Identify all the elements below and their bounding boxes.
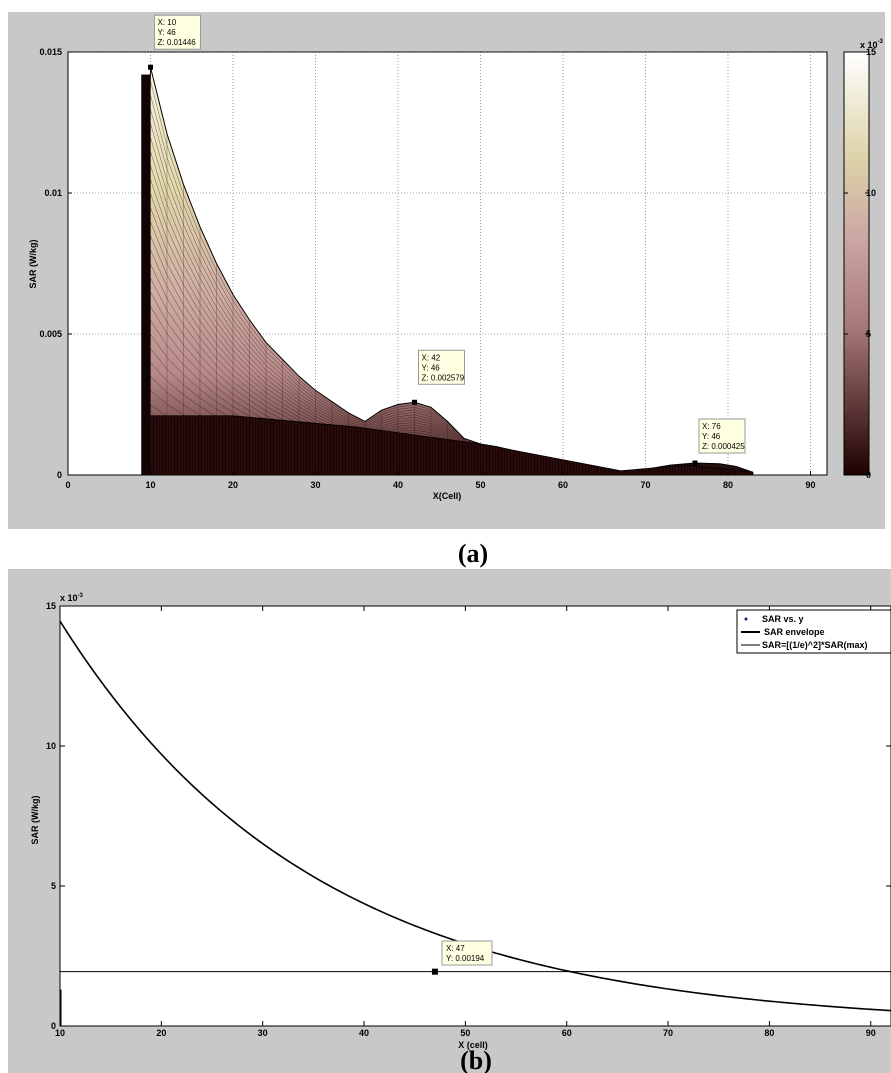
- colorbar-exponent-label: x 10-3: [860, 39, 884, 50]
- datatip-line: Z: 0.002579: [422, 373, 465, 382]
- panel-a-x-tick-label: 90: [805, 480, 815, 490]
- panel-a-x-tick-label: 20: [228, 480, 238, 490]
- panel-a-x-tick-label: 30: [310, 480, 320, 490]
- datatip-line: X: 10: [158, 18, 177, 27]
- datatip-marker: [148, 64, 153, 70]
- panel-a-surface-edge: [141, 74, 151, 475]
- panel-b-y-tick-label: 15: [46, 601, 56, 611]
- datatip-box: [154, 14, 201, 50]
- panel-b-y-ticks: 0 5 10 15: [46, 601, 891, 1031]
- panel-b-y-exponent-label: x 10-3: [60, 593, 84, 603]
- colorbar-tick-label: 15: [866, 47, 876, 57]
- panel-a-x-axis-label: X(Cell): [433, 491, 462, 501]
- legend-entry-points: SAR vs. y: [762, 614, 804, 624]
- legend-entry-envelope: SAR envelope: [764, 627, 825, 637]
- datatip-line: Y: 46: [158, 28, 177, 37]
- datatip-box: [418, 349, 465, 385]
- legend-entry-threshold: SAR=[(1/e)^2]*SAR(max): [762, 640, 868, 650]
- datatip-line: Y: 46: [702, 432, 721, 441]
- panel-b-y-axis-label: SAR (W/kg): [30, 796, 40, 845]
- panel-b-x-tick-label: 80: [764, 1028, 774, 1038]
- panel-b-label: (b): [460, 1046, 492, 1073]
- panel-b-y-tick-label: 5: [51, 881, 56, 891]
- panel-b-x-axis-label: X (cell): [458, 1040, 488, 1050]
- panel-a-y-tick-label: 0.01: [44, 188, 62, 198]
- panel-a-x-tick-label: 40: [393, 480, 403, 490]
- colorbar-tick-label: 0: [866, 470, 871, 480]
- panel-a-x-tick-label: 50: [475, 480, 485, 490]
- panel-b-x-tick-label: 60: [562, 1028, 572, 1038]
- panel-a-y-ticks: 0 0.005 0.01 0.015: [39, 47, 72, 480]
- colorbar: [843, 51, 870, 476]
- panel-a-datatip: X: 76Y: 46Z: 0.000425: [698, 418, 746, 454]
- panel-b-x-tick-label: 30: [258, 1028, 268, 1038]
- panel-a-x-tick-label: 80: [723, 480, 733, 490]
- datatip-line: X: 76: [702, 422, 721, 431]
- panel-b-y-tick-label: 0: [51, 1021, 56, 1031]
- legend-box: [736, 609, 891, 654]
- panel-b-x-tick-label: 50: [460, 1028, 470, 1038]
- panel-b-datatip-marker: [431, 968, 438, 975]
- datatip-box: [441, 940, 493, 966]
- panel-b-chart: 10 20 30 40 50 60 70 80 90 0 5 10 15 x 10-3 X (cell…: [30, 593, 891, 1050]
- datatip-marker: [412, 399, 417, 405]
- panel-a-x-ticks: 0 10 20 30 40 50 60 70 80 90: [65, 471, 816, 490]
- panel-a-y-axis-label: SAR (W/kg): [28, 240, 38, 289]
- panel-b-y-tick-label: 10: [46, 741, 56, 751]
- legend-marker-points: [744, 617, 748, 621]
- panel-b-datatip: X: 47 Y: 0.00194: [441, 940, 493, 966]
- colorbar-ticks: 0 5 10 15: [844, 47, 876, 480]
- panel-a-surface-body: [141, 67, 754, 476]
- panel-a-y-tick-label: 0: [57, 470, 62, 480]
- panel-a-surface-base: [141, 415, 754, 476]
- panel-a-label: (a): [458, 539, 488, 568]
- panel-a-x-tick-label: 0: [65, 480, 70, 490]
- panel-a-datatip: X: 10Y: 46Z: 0.01446: [154, 14, 201, 50]
- panel-b-x-tick-label: 10: [55, 1028, 65, 1038]
- datatip-y: Y: 0.00194: [446, 954, 485, 963]
- datatip-line: Y: 46: [422, 363, 441, 372]
- colorbar-tick-label: 5: [866, 329, 871, 339]
- panel-a-y-tick-label: 0.005: [39, 329, 62, 339]
- colorbar-tick-label: 10: [866, 188, 876, 198]
- datatip-box: [698, 418, 746, 454]
- datatip-line: Z: 0.000425: [702, 442, 745, 451]
- panel-b-legend: SAR vs. y SAR envelope SAR=[(1/e)^2]*SAR…: [736, 609, 891, 654]
- panel-a-x-tick-label: 70: [640, 480, 650, 490]
- panel-a-x-tick-label: 60: [558, 480, 568, 490]
- datatip-line: Z: 0.01446: [158, 38, 197, 47]
- datatip-line: X: 42: [422, 353, 441, 362]
- panel-b-x-tick-label: 20: [156, 1028, 166, 1038]
- datatip-x: X: 47: [446, 944, 465, 953]
- panel-a-x-tick-label: 10: [145, 480, 155, 490]
- panel-b-x-tick-label: 70: [663, 1028, 673, 1038]
- panel-b-x-tick-label: 90: [866, 1028, 876, 1038]
- panel-a-y-tick-label: 0.015: [39, 47, 62, 57]
- datatip-marker: [692, 460, 698, 466]
- panel-a-datatip: X: 42Y: 46Z: 0.002579: [418, 349, 465, 385]
- panel-a-surface: [141, 67, 754, 476]
- panel-b-x-tick-label: 40: [359, 1028, 369, 1038]
